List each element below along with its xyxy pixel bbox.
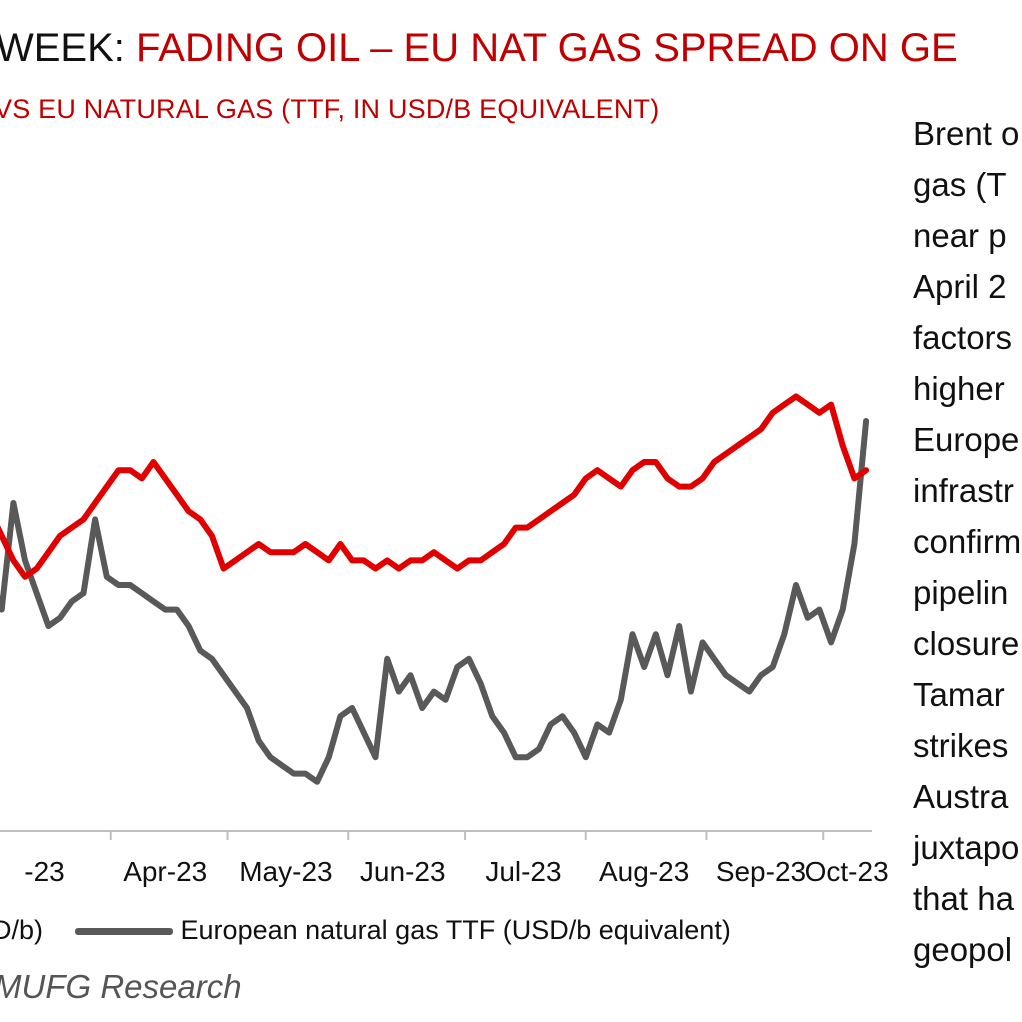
commentary-line: confirm	[913, 523, 1022, 560]
commentary-line: strikes	[913, 727, 1009, 764]
chart-subtitle: VS EU NATURAL GAS (TTF, IN USD/B EQUIVAL…	[0, 94, 660, 124]
x-tick-label: Apr-23	[123, 856, 207, 887]
x-tick-labels: -23 Apr-23 May-23 Jun-23 Jul-23 Aug-23 Sep-23O…	[24, 856, 888, 887]
x-tick-label: Jun-23	[360, 856, 446, 887]
x-tick-label: May-23	[239, 856, 332, 887]
headline-prefix: WEEK:	[0, 26, 125, 70]
commentary-line: April 2	[913, 268, 1007, 305]
x-tick-label: Oct-23	[805, 856, 889, 887]
commentary-line: higher	[913, 370, 1005, 407]
commentary-line: Austra	[913, 778, 1009, 815]
brent-series-line	[0, 393, 870, 580]
series-lines	[0, 393, 870, 785]
commentary-line: juxtapo	[913, 829, 1020, 866]
x-tick-label: Jul-23	[485, 856, 561, 887]
commentary-line: closure	[913, 625, 1020, 662]
x-tick-label: Sep-23	[716, 856, 806, 887]
x-tick-label: Aug-23	[599, 856, 689, 887]
commentary-line: Europe	[913, 421, 1020, 458]
commentary-line: Brent o	[913, 115, 1020, 152]
ttf-series-line	[0, 418, 870, 785]
commentary-line: geopol	[913, 931, 1013, 968]
chart-legend: D/b) European natural gas TTF (USD/b equ…	[0, 910, 731, 950]
commentary-line: gas (T	[913, 166, 1007, 203]
x-tick-label: -23	[24, 856, 64, 887]
commentary-line: pipelin	[913, 574, 1009, 611]
legend-ttf-label: European natural gas TTF (USD/b equivale…	[180, 915, 731, 945]
legend-brent-label: D/b)	[0, 915, 44, 945]
x-tick-marks	[109, 831, 825, 840]
commentary-line: that ha	[913, 880, 1014, 917]
legend-ttf-swatch	[74, 928, 173, 936]
chart-headline: WEEK: FADING OIL – EU NAT GAS SPREAD ON …	[0, 24, 958, 72]
commentary-line: factors	[913, 319, 1013, 356]
commentary-line: Tamar	[913, 676, 1005, 713]
source-note: MUFG Research	[0, 968, 242, 1005]
commentary-line: near p	[913, 217, 1007, 254]
commentary-text: Brent o gas (T near p April 2 factors higher E…	[913, 108, 1022, 975]
headline-accent: FADING OIL – EU NAT GAS SPREAD ON GE	[136, 26, 958, 70]
commentary-line: infrastr	[913, 472, 1014, 509]
